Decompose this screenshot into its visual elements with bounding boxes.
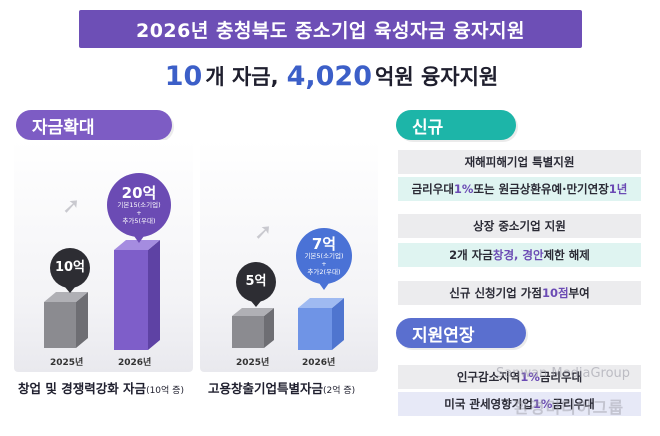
fund2-before-bubble: 5억 — [236, 262, 276, 302]
new-row-listed-detail: 2개 자금 창경, 경안 제한 해제 — [398, 243, 641, 267]
headline-amount: 4,020 — [286, 60, 372, 92]
disaster-detail-c: 또는 원금상환유예·만기연장 — [473, 182, 609, 196]
fund2-before-amount: 5억 — [245, 274, 267, 289]
fund2-after-tail — [319, 283, 329, 290]
fund1-before-amount: 10억 — [54, 260, 86, 275]
fund1-after-note-plus: + — [136, 209, 142, 217]
increase-arrow-icon: ➚ — [62, 194, 81, 219]
fund1-label-text: 창업 및 경쟁력강화 자금 — [18, 381, 147, 396]
new-row-listed-title: 상장 중소기업 지원 — [398, 214, 641, 238]
listed-detail-a: 2개 자금 — [449, 248, 493, 262]
watermark-line2: 환경미디어그룹 — [514, 398, 625, 417]
fund1-after-pillar — [114, 240, 160, 350]
new-row-disaster-detail: 금리우대 1% 또는 원금상환유예·만기연장 1년 — [398, 177, 641, 201]
disaster-detail-rate: 1% — [453, 182, 474, 196]
extend-row-tariff: 미국 관세영향기업 1% 금리우대 — [398, 392, 641, 416]
new-row-disaster-title-text: 재해피해기업 특별지원 — [464, 155, 575, 169]
disaster-detail-a: 금리우대 — [411, 182, 454, 196]
fund2-after-amount: 7억 — [311, 235, 337, 253]
increase-arrow-icon: ➚ — [254, 220, 273, 245]
fund1-before-bubble: 10억 — [50, 248, 90, 288]
fund2-after-pillar — [298, 298, 344, 350]
title-banner: 2026년 충청북도 중소기업 육성자금 융자지원 — [79, 10, 582, 48]
tariff-a: 미국 관세영향기업 — [444, 397, 533, 411]
fund2-year-after: 2026년 — [302, 358, 336, 368]
tag-new: 신규 — [396, 110, 516, 140]
fund1-after-bubble: 20억 기본15(소기업) + 추가5(우대) — [107, 173, 171, 237]
fund1-year-after: 2026년 — [118, 358, 152, 368]
fund2-after-note-1: 기본5(소기업) — [304, 252, 344, 260]
fund2-label-text: 고용창출기업특별자금 — [208, 381, 324, 396]
fund1-label-unit: (10억 증) — [146, 386, 184, 396]
fund1-after-amount: 20억 — [121, 184, 157, 202]
fund1-after-tail — [134, 236, 144, 243]
fund2-after-note-plus: + — [321, 260, 327, 268]
fund1-after-note-2: 추가5(우대) — [122, 217, 156, 225]
fund2-panel: 5억 7억 기본5(소기업) + 추가2(우대) ➚ 2025년 2026년 — [200, 140, 378, 372]
population-rate: 1% — [520, 370, 540, 384]
new-row-bonus: 신규 신청기업 가점 10점 부여 — [398, 281, 641, 305]
fund2-label-unit: (2억 증) — [323, 386, 356, 396]
new-row-disaster-title: 재해피해기업 특별지원 — [398, 150, 641, 174]
headline: 10 개 자금, 4,020 억원 융자지원 — [0, 58, 660, 94]
tag-expand-label: 자금확대 — [32, 117, 95, 138]
population-a: 인구감소지역 — [456, 370, 521, 384]
headline-fund-text: 개 자금, — [205, 65, 279, 89]
fund1-before-pillar — [44, 292, 88, 348]
extend-row-population: 인구감소지역 1% 금리우대 — [398, 365, 641, 389]
tag-extend: 지원연장 — [396, 318, 526, 348]
fund2-before-tail — [251, 301, 261, 307]
fund2-after-note-2: 추가2(우대) — [307, 268, 341, 276]
population-c: 금리우대 — [539, 370, 583, 384]
fund2-after-bubble: 7억 기본5(소기업) + 추가2(우대) — [296, 228, 352, 284]
fund1-before-tail — [65, 287, 75, 293]
headline-fund-count: 10 — [164, 60, 203, 92]
listed-detail-funds: 창경, 경안 — [492, 248, 544, 262]
tariff-c: 금리우대 — [552, 397, 595, 411]
watermark-line1: Sanwan MediaGroup — [496, 366, 631, 381]
new-row-listed-title-text: 상장 중소기업 지원 — [473, 219, 566, 233]
fund2-year-before: 2025년 — [236, 358, 270, 368]
tag-expand: 자금확대 — [16, 110, 172, 140]
fund2-before-pillar — [232, 308, 274, 348]
listed-detail-c: 제한 해제 — [543, 248, 590, 262]
fund1-panel: 10억 20억 기본15(소기업) + 추가5(우대) ➚ 2025년 2026… — [14, 140, 193, 372]
tag-new-label: 신규 — [412, 117, 444, 138]
fund2-label: 고용창출기업특별자금(2억 증) — [208, 378, 355, 397]
bonus-c: 부여 — [568, 286, 590, 300]
fund1-after-note-1: 기본15(소기업) — [117, 201, 161, 209]
bonus-a: 신규 신청기업 가점 — [449, 286, 542, 300]
fund1-year-before: 2025년 — [50, 358, 84, 368]
fund1-label: 창업 및 경쟁력강화 자금(10억 증) — [18, 378, 184, 397]
headline-amount-text: 억원 융자지원 — [375, 65, 499, 89]
disaster-detail-year: 1년 — [608, 182, 628, 196]
tag-extend-label: 지원연장 — [412, 325, 475, 346]
tariff-rate: 1% — [532, 397, 553, 411]
bonus-points: 10점 — [541, 286, 569, 300]
page-title: 2026년 충청북도 중소기업 육성자금 융자지원 — [135, 19, 525, 42]
